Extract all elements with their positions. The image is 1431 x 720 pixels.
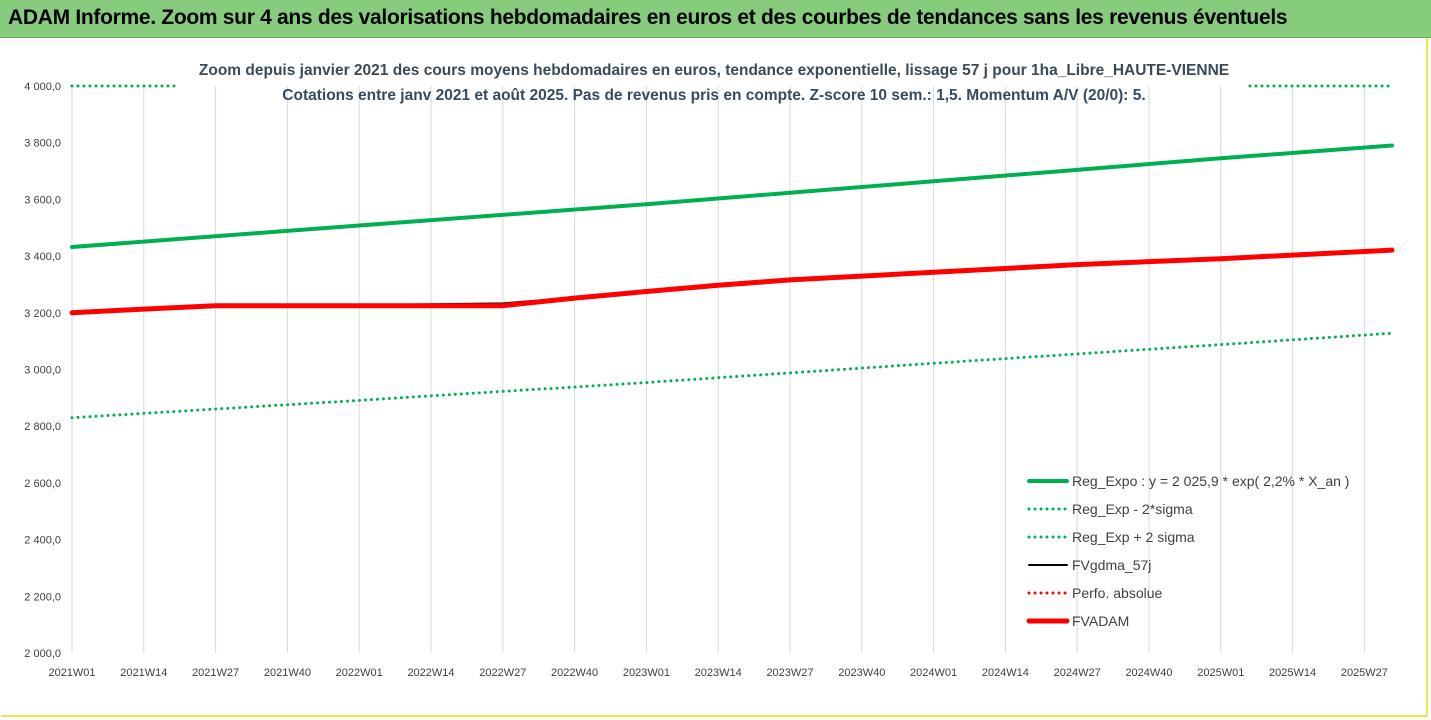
chart-title: Zoom depuis janvier 2021 des cours moyen… <box>199 62 1229 104</box>
y-tick-label: 4 000,0 <box>24 81 61 93</box>
y-tick-label: 2 000,0 <box>24 648 61 660</box>
series-line <box>69 247 1395 316</box>
x-tick-label: 2021W01 <box>48 667 95 679</box>
y-tick-label: 3 600,0 <box>24 194 61 206</box>
x-tick-label: 2022W01 <box>336 667 383 679</box>
report-title: ADAM Informe. Zoom sur 4 ans des valoris… <box>8 6 1288 29</box>
y-tick-label: 2 400,0 <box>24 535 61 547</box>
chart-title-line: Zoom depuis janvier 2021 des cours moyen… <box>199 62 1229 79</box>
x-tick-label: 2022W14 <box>407 667 454 679</box>
legend: Reg_Expo : y = 2 025,9 * exp( 2,2% * X_a… <box>1026 473 1349 629</box>
grid-layer <box>71 86 1365 653</box>
x-tick-label: 2021W27 <box>192 667 239 679</box>
x-tick-label: 2025W27 <box>1341 667 1388 679</box>
legend-entry: Reg_Exp + 2 sigma <box>1072 529 1195 545</box>
legend-entry: FVADAM <box>1072 613 1129 629</box>
x-tick-label: 2025W14 <box>1269 667 1316 679</box>
y-axis: 4 000,0 3 800,0 3 600,0 3 400,0 3 200,0 3 000… <box>24 81 61 660</box>
x-tick-label: 2024W14 <box>982 667 1029 679</box>
legend-entry: Reg_Expo : y = 2 025,9 * exp( 2,2% * X_a… <box>1072 473 1349 489</box>
report-banner: ADAM Informe. Zoom sur 4 ans des valoris… <box>0 0 1431 38</box>
x-tick-label: 2023W01 <box>623 667 670 679</box>
x-tick-label: 2023W14 <box>695 667 742 679</box>
x-tick-label: 2024W40 <box>1125 667 1172 679</box>
x-tick-label: 2022W40 <box>551 667 598 679</box>
y-tick-label: 3 200,0 <box>24 308 61 320</box>
x-tick-label: 2025W01 <box>1197 667 1244 679</box>
legend-entry: Reg_Exp - 2*sigma <box>1072 501 1193 517</box>
y-tick-label: 3 000,0 <box>24 365 61 377</box>
x-tick-label: 2024W01 <box>910 667 957 679</box>
y-tick-label: 3 400,0 <box>24 251 61 263</box>
x-tick-label: 2023W27 <box>766 667 813 679</box>
legend-entry: FVgdma_57j <box>1072 557 1151 573</box>
x-axis: 2021W01 2021W14 2021W27 2021W40 2022W01 2022W… <box>48 667 1387 679</box>
series-line <box>70 331 1394 420</box>
series-layer <box>69 84 1395 420</box>
y-tick-label: 2 200,0 <box>24 591 61 603</box>
y-tick-label: 2 800,0 <box>24 421 61 433</box>
chart-frame <box>1 38 1428 717</box>
y-tick-label: 3 800,0 <box>24 138 61 150</box>
x-tick-label: 2023W40 <box>838 667 885 679</box>
x-tick-label: 2022W27 <box>479 667 526 679</box>
x-tick-label: 2021W14 <box>120 667 167 679</box>
x-tick-label: 2024W27 <box>1054 667 1101 679</box>
legend-entry: Perfo. absolue <box>1072 585 1162 601</box>
series-line <box>70 143 1394 249</box>
chart-title-line: Cotations entre janv 2021 et août 2025. … <box>282 87 1145 104</box>
x-tick-label: 2021W40 <box>264 667 311 679</box>
y-tick-label: 2 600,0 <box>24 478 61 490</box>
